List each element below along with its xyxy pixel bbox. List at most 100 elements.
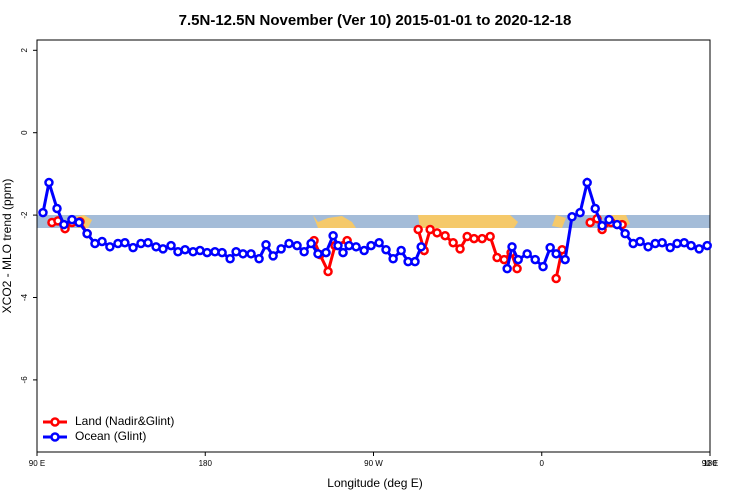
data-point (292, 240, 302, 251)
y-tick-label: -6 (20, 376, 29, 384)
y-tick-label: -4 (20, 293, 29, 301)
x-tick-label: 180 (703, 459, 717, 468)
data-point (328, 230, 338, 241)
data-point (52, 203, 62, 214)
data-point (38, 207, 48, 218)
data-point (448, 237, 458, 248)
data-point (643, 242, 653, 252)
data-point (620, 228, 630, 239)
data-point (432, 228, 442, 238)
x-tick-label: 90 E (29, 459, 45, 468)
y-axis-label: XCO2 - MLO trend (ppm) (0, 179, 14, 314)
data-point (635, 236, 645, 247)
data-point (97, 236, 107, 247)
data-point (366, 240, 376, 251)
data-point (338, 247, 348, 258)
data-point (180, 244, 190, 255)
x-tick-label: 0 (540, 459, 545, 468)
data-point (597, 221, 607, 231)
data-point (485, 231, 495, 242)
y-tick-label: -2 (20, 211, 29, 219)
data-point (567, 211, 577, 222)
data-point (612, 219, 622, 230)
data-point (396, 245, 406, 256)
data-point (575, 207, 585, 218)
data-point (604, 214, 614, 225)
data-point (665, 242, 675, 253)
map-strip (37, 215, 710, 228)
data-point (686, 240, 696, 251)
data-point (105, 242, 115, 252)
data-point (416, 242, 426, 252)
land-patch (418, 215, 518, 228)
data-point (268, 251, 278, 261)
data-point (551, 273, 561, 284)
data-point (410, 256, 420, 267)
data-point (344, 240, 354, 251)
data-point (582, 177, 592, 188)
data-point (455, 244, 465, 254)
y-tick-label: 2 (20, 48, 29, 53)
data-point (217, 247, 227, 258)
data-point (530, 254, 540, 265)
data-point (522, 249, 532, 259)
chart-title: 7.5N-12.5N November (Ver 10) 2015-01-01 … (179, 12, 572, 29)
data-point (551, 249, 561, 259)
data-point (513, 254, 523, 265)
data-point (128, 242, 138, 253)
data-point (74, 217, 84, 228)
data-point (333, 240, 343, 251)
data-point (413, 224, 423, 235)
legend-label: Land (Nadir&Glint) (75, 414, 174, 428)
data-point (246, 249, 256, 259)
data-point (276, 244, 286, 254)
data-point (507, 242, 517, 252)
data-point (590, 203, 600, 214)
data-point (374, 237, 384, 248)
data-point (381, 244, 391, 255)
land-patch (552, 215, 566, 228)
ocean-band (37, 215, 710, 228)
data-point (560, 254, 570, 265)
data-point (499, 254, 509, 265)
data-point (225, 254, 235, 264)
data-point (585, 217, 595, 228)
land-patch (313, 215, 356, 228)
data-point (261, 240, 271, 250)
data-point (59, 219, 69, 230)
data-point (238, 249, 248, 259)
data-point (359, 245, 369, 256)
data-point (306, 238, 316, 249)
data-point (502, 263, 512, 274)
x-tick-label: 90 W (364, 459, 383, 468)
data-point (545, 242, 555, 253)
data-point (299, 247, 309, 257)
data-point (158, 244, 168, 254)
data-point (469, 233, 479, 244)
data-point (657, 237, 667, 248)
data-point (284, 238, 294, 249)
data-point (44, 177, 54, 188)
data-point (82, 228, 92, 239)
data-point (321, 247, 331, 258)
legend-marker (50, 417, 60, 427)
data-point (323, 266, 333, 277)
legend-marker (50, 432, 60, 442)
data-point (694, 244, 704, 254)
data-point (120, 237, 130, 248)
data-point (388, 254, 398, 264)
data-point (477, 233, 487, 244)
legend-label: Ocean (Glint) (75, 429, 146, 443)
data-point (702, 240, 712, 251)
data-point (538, 261, 548, 272)
data-point (512, 263, 522, 274)
data-point (313, 249, 323, 259)
data-point (440, 230, 450, 241)
data-point (351, 242, 361, 252)
x-tick-label: 180 (199, 459, 213, 468)
data-point (143, 237, 153, 248)
x-axis-label: Longitude (deg E) (327, 476, 422, 490)
y-tick-label: 0 (20, 130, 29, 135)
